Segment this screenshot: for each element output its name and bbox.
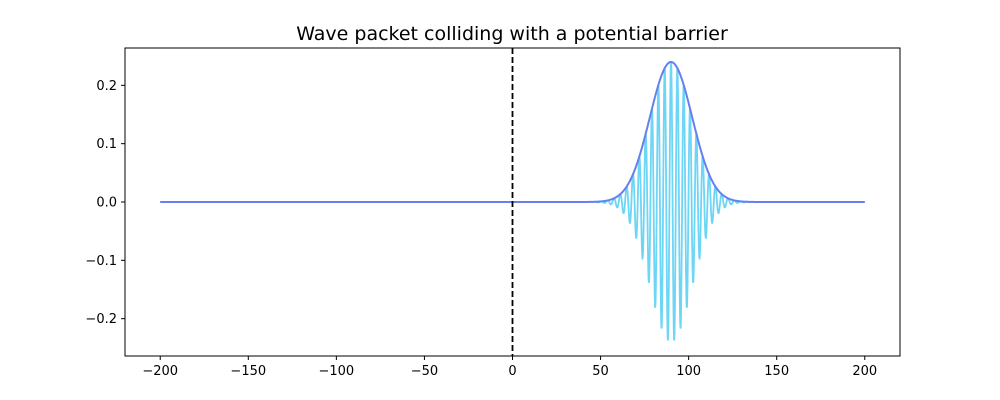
x-tick-label: 150 bbox=[764, 364, 789, 379]
y-tick-label: −0.1 bbox=[85, 254, 117, 269]
chart-title: Wave packet colliding with a potential b… bbox=[296, 23, 728, 45]
y-axis: 0.2 0.1 0.0 −0.1 −0.2 bbox=[85, 79, 125, 327]
x-tick-label: −150 bbox=[230, 364, 266, 379]
x-axis: −200 −150 −100 −50 0 50 100 150 200 bbox=[142, 356, 877, 379]
y-tick-label: 0.1 bbox=[96, 137, 117, 152]
x-tick-label: 50 bbox=[592, 364, 609, 379]
y-tick-label: 0.0 bbox=[96, 196, 117, 211]
x-tick-label: 100 bbox=[676, 364, 701, 379]
x-tick-label: −50 bbox=[411, 364, 438, 379]
x-tick-label: −200 bbox=[142, 364, 178, 379]
x-tick-label: 0 bbox=[508, 364, 516, 379]
x-tick-label: 200 bbox=[852, 364, 877, 379]
plot-frame bbox=[124, 47, 901, 357]
x-tick-label: −100 bbox=[319, 364, 355, 379]
y-tick-label: −0.2 bbox=[85, 312, 117, 327]
y-tick-label: 0.2 bbox=[96, 79, 117, 94]
